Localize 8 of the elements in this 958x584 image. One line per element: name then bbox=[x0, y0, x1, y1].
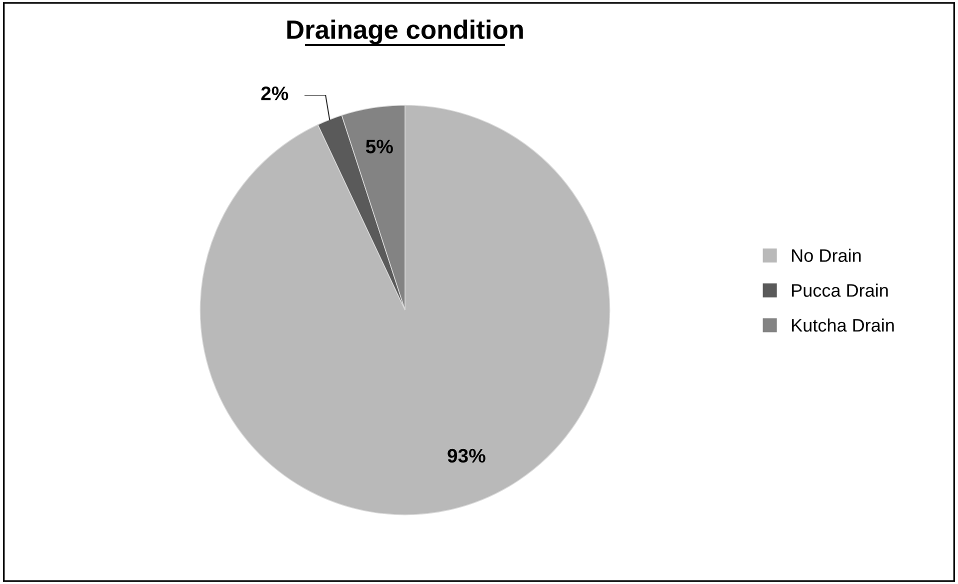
legend-label: No Drain bbox=[792, 248, 861, 262]
data-label: 5% bbox=[366, 140, 393, 154]
data-label: 93% bbox=[448, 448, 486, 463]
pie-slice bbox=[200, 104, 610, 516]
data-label: 2% bbox=[261, 86, 288, 100]
chart-title: Drainage condition bbox=[287, 20, 523, 44]
legend-label: Pucca Drain bbox=[792, 284, 888, 297]
legend-label: Kutcha Drain bbox=[792, 318, 894, 332]
